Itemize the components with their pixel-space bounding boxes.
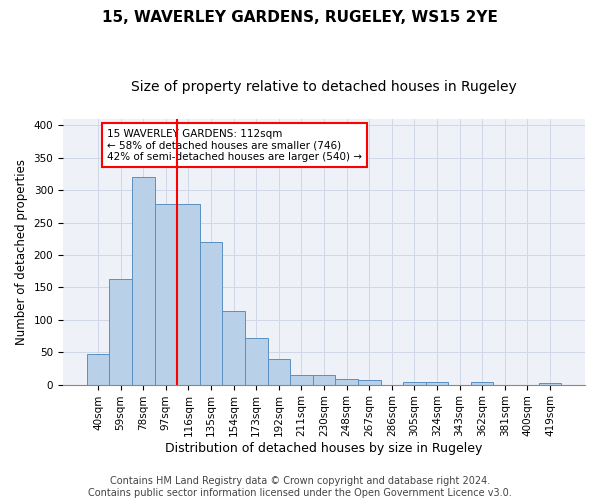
Bar	[268, 360, 290, 384]
Bar	[358, 380, 380, 384]
Bar	[245, 338, 268, 384]
Text: 15 WAVERLEY GARDENS: 112sqm
← 58% of detached houses are smaller (746)
42% of se: 15 WAVERLEY GARDENS: 112sqm ← 58% of det…	[107, 128, 362, 162]
Bar	[290, 375, 313, 384]
Bar	[200, 242, 223, 384]
Bar	[87, 354, 109, 384]
X-axis label: Distribution of detached houses by size in Rugeley: Distribution of detached houses by size …	[166, 442, 483, 455]
Bar	[132, 177, 155, 384]
Bar	[177, 204, 200, 384]
Bar	[335, 379, 358, 384]
Bar	[109, 279, 132, 384]
Text: 15, WAVERLEY GARDENS, RUGELEY, WS15 2YE: 15, WAVERLEY GARDENS, RUGELEY, WS15 2YE	[102, 10, 498, 25]
Bar	[223, 312, 245, 384]
Title: Size of property relative to detached houses in Rugeley: Size of property relative to detached ho…	[131, 80, 517, 94]
Bar	[539, 382, 561, 384]
Bar	[313, 375, 335, 384]
Bar	[155, 204, 177, 384]
Bar	[471, 382, 493, 384]
Y-axis label: Number of detached properties: Number of detached properties	[15, 158, 28, 344]
Bar	[425, 382, 448, 384]
Text: Contains HM Land Registry data © Crown copyright and database right 2024.
Contai: Contains HM Land Registry data © Crown c…	[88, 476, 512, 498]
Bar	[403, 382, 425, 384]
